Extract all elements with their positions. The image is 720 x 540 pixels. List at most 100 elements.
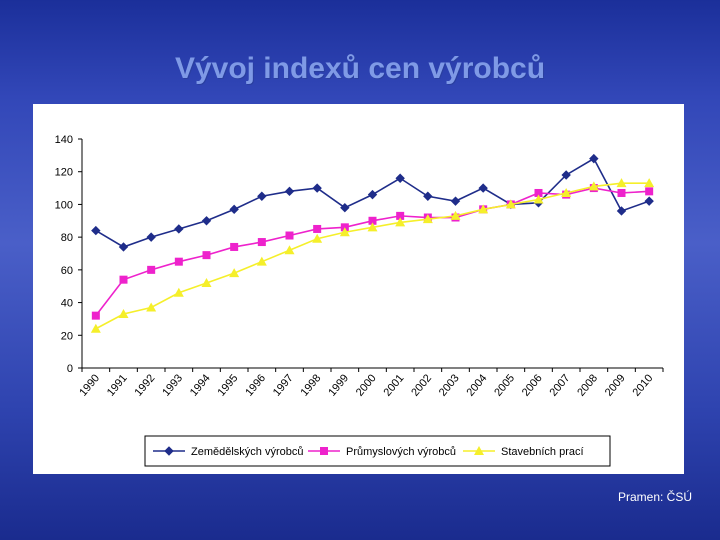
series-2 bbox=[91, 184, 654, 320]
x-tick-label: 2004 bbox=[465, 372, 490, 398]
chart-panel: 0 20 40 60 80 100 120 140 1990 1991 1992 1993 1994 1… bbox=[33, 104, 684, 474]
data-point bbox=[617, 188, 626, 197]
series-layer bbox=[90, 153, 655, 333]
data-point bbox=[450, 196, 461, 206]
legend-item: Průmyslových výrobců bbox=[308, 446, 456, 458]
data-point bbox=[201, 277, 212, 287]
data-point bbox=[230, 242, 239, 251]
legend-marker bbox=[474, 446, 484, 455]
data-point bbox=[478, 204, 489, 214]
data-point bbox=[450, 210, 461, 220]
data-point bbox=[118, 242, 129, 252]
data-point bbox=[395, 217, 406, 227]
legend-item: Stavebních prací bbox=[463, 446, 584, 458]
data-point bbox=[90, 323, 101, 333]
data-point bbox=[395, 173, 405, 183]
legend-label: Průmyslových výrobců bbox=[346, 446, 456, 458]
legend-marker bbox=[320, 447, 328, 455]
y-tick-label: 100 bbox=[55, 199, 73, 211]
data-point bbox=[174, 257, 183, 266]
data-point bbox=[533, 194, 544, 204]
data-point bbox=[285, 231, 294, 240]
data-point bbox=[505, 199, 516, 209]
x-tick-label: 2002 bbox=[409, 372, 434, 398]
data-point bbox=[147, 265, 156, 274]
chart-axes bbox=[78, 138, 664, 372]
x-tick-label: 1998 bbox=[299, 372, 324, 398]
series-line bbox=[95, 182, 650, 330]
data-point bbox=[616, 178, 627, 188]
data-point bbox=[368, 216, 377, 225]
series-3 bbox=[90, 178, 655, 333]
x-tick-label: 1997 bbox=[271, 372, 296, 398]
data-point bbox=[561, 170, 571, 180]
data-point bbox=[146, 232, 156, 242]
data-point bbox=[367, 189, 378, 200]
data-point bbox=[616, 206, 627, 216]
data-point bbox=[146, 302, 157, 312]
data-point bbox=[367, 222, 378, 232]
data-point bbox=[644, 196, 654, 206]
legend-label: Stavebních prací bbox=[501, 446, 584, 458]
x-tick-label: 2009 bbox=[603, 372, 628, 398]
data-point bbox=[534, 188, 543, 197]
x-tick-label: 1990 bbox=[77, 372, 102, 398]
data-point bbox=[91, 311, 100, 320]
x-tick-label: 1996 bbox=[243, 372, 268, 398]
x-tick-label: 1999 bbox=[326, 372, 351, 398]
data-point bbox=[644, 178, 655, 188]
x-tick-label: 2003 bbox=[437, 372, 462, 398]
data-point bbox=[91, 225, 101, 236]
data-point bbox=[645, 187, 654, 196]
y-tick-label: 20 bbox=[61, 330, 73, 342]
data-point bbox=[174, 224, 184, 234]
x-tick-label: 1993 bbox=[160, 372, 185, 398]
data-point bbox=[422, 214, 433, 224]
legend-item: Zemědělských výrobců bbox=[153, 446, 304, 458]
y-tick-labels: 0 20 40 60 80 100 120 140 bbox=[55, 134, 73, 375]
slide-title: Vývoj indexů cen výrobců bbox=[174, 52, 546, 85]
data-point bbox=[202, 251, 211, 260]
data-point bbox=[561, 187, 572, 197]
x-tick-label: 1995 bbox=[216, 372, 241, 398]
data-point bbox=[256, 256, 267, 266]
x-tick-label: 2001 bbox=[382, 372, 407, 398]
legend-box bbox=[144, 435, 611, 467]
data-point bbox=[340, 202, 350, 213]
source-note: Pramen: ČSÚ bbox=[617, 490, 692, 504]
data-point bbox=[229, 268, 240, 278]
x-tick-label: 2006 bbox=[520, 372, 545, 398]
data-point bbox=[229, 204, 239, 215]
data-point bbox=[119, 275, 128, 284]
data-point bbox=[312, 183, 322, 193]
series-1 bbox=[91, 153, 654, 252]
y-tick-label: 0 bbox=[67, 363, 73, 375]
x-tick-label: 2005 bbox=[492, 372, 517, 398]
y-tick-label: 140 bbox=[55, 134, 73, 146]
y-tick-label: 40 bbox=[61, 298, 73, 310]
y-tick-label: 80 bbox=[61, 232, 73, 244]
data-point bbox=[173, 287, 184, 297]
data-point bbox=[423, 191, 433, 201]
x-tick-label: 1994 bbox=[188, 372, 213, 398]
data-point bbox=[257, 191, 267, 201]
x-tick-label: 2000 bbox=[354, 372, 379, 398]
data-point bbox=[589, 153, 599, 164]
legend-label: Zemědělských výrobců bbox=[191, 446, 304, 458]
data-point bbox=[201, 216, 212, 226]
data-point bbox=[118, 309, 129, 319]
data-point bbox=[478, 183, 488, 193]
y-tick-label: 120 bbox=[55, 167, 73, 179]
x-tick-label: 1992 bbox=[133, 372, 158, 398]
data-point bbox=[588, 181, 599, 191]
data-point bbox=[313, 224, 322, 233]
data-point bbox=[339, 227, 350, 237]
x-tick-label: 1991 bbox=[105, 372, 130, 398]
x-tick-label: 2007 bbox=[548, 372, 573, 398]
x-tick-label: 2010 bbox=[631, 372, 656, 398]
data-point bbox=[312, 233, 323, 243]
data-point bbox=[284, 186, 295, 197]
legend-marker bbox=[164, 446, 174, 456]
chart-legend: Zemědělských výrobců Průmyslových výrobců… bbox=[144, 435, 611, 467]
